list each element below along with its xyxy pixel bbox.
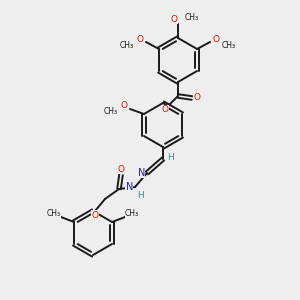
Text: CH₃: CH₃ [104, 106, 118, 116]
Text: O: O [213, 34, 220, 43]
Text: CH₃: CH₃ [47, 208, 61, 217]
Text: N: N [138, 168, 145, 178]
Text: CH₃: CH₃ [125, 208, 139, 217]
Text: O: O [120, 101, 128, 110]
Text: O: O [170, 14, 178, 23]
Text: H: H [168, 154, 174, 163]
Text: CH₃: CH₃ [185, 14, 199, 22]
Text: CH₃: CH₃ [120, 40, 134, 50]
Text: CH₃: CH₃ [222, 40, 236, 50]
Text: O: O [136, 34, 143, 43]
Text: N: N [126, 182, 133, 192]
Text: O: O [92, 211, 98, 220]
Text: O: O [161, 106, 169, 115]
Text: O: O [194, 94, 200, 103]
Text: O: O [118, 164, 124, 173]
Text: H: H [136, 190, 143, 200]
